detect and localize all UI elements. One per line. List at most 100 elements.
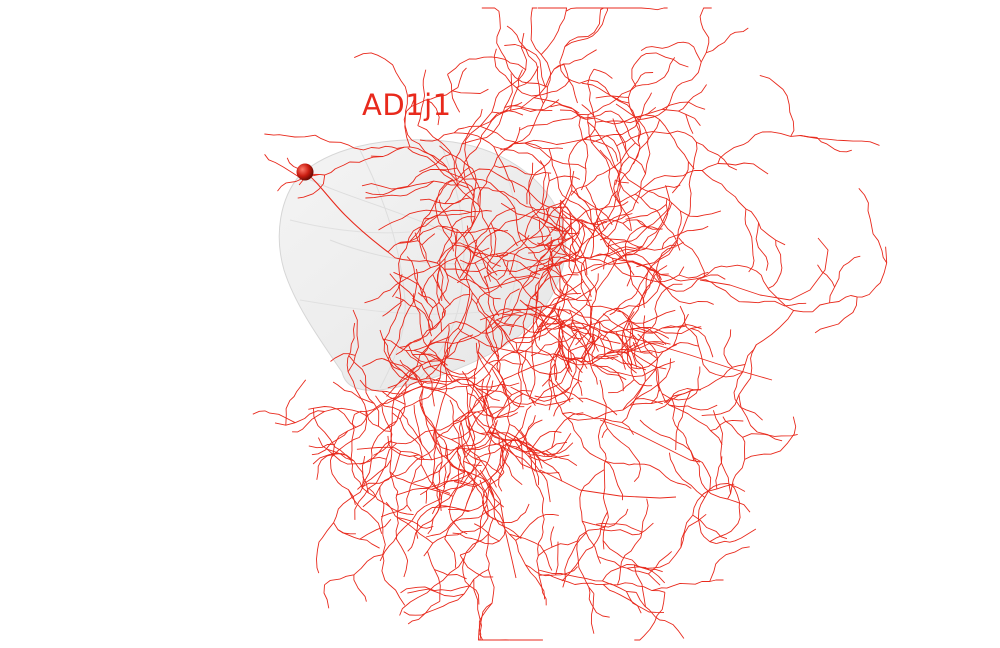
neurite-branch [565,7,617,12]
neurite-branch [706,27,749,54]
neurite-branch [439,169,579,295]
neurite-branch [447,453,510,512]
neurite-branch [632,342,699,370]
neurite-branch [599,198,669,256]
neurite-branch [413,386,471,484]
neurite-branch [625,226,660,276]
neurite-branch [612,357,647,371]
neurite-branch [463,101,523,178]
neurite-branch [665,287,714,305]
neurite-branch [400,585,470,594]
neurite-branch [405,350,435,407]
neurite-branch [586,303,642,353]
neurite-branch [498,440,513,492]
neurite-branch [510,69,523,111]
neurite-branch [625,591,665,614]
neurite-branch [450,471,465,480]
neurite-branch [444,503,500,539]
neurite-branch [459,199,566,279]
neurite-branch [264,154,302,180]
neurite-branch [607,179,617,220]
neurite-branch [553,344,584,403]
neuron-label: AD1j1 [362,88,452,122]
neurite-branch [685,114,694,134]
neurite-branch [518,439,570,458]
neurite-branch [601,428,608,438]
neurite-branch [475,247,490,256]
neurite-branch [615,129,646,174]
neurite-branch [602,237,684,251]
neurite-branch [547,211,592,301]
neurite-branch [522,237,552,289]
neurite-branch [678,84,707,112]
neurite-branch [817,264,836,288]
neurite-branch [615,331,667,370]
neurite-branch [635,592,685,639]
neurite-branch [477,351,507,394]
neurite-branch [515,513,559,541]
neurite-branch [440,505,471,512]
neurite-branch [550,228,580,235]
neurite-branch [545,209,588,276]
neurite-branch [476,275,540,305]
neurite-branch [693,457,717,545]
neurite-branch [551,412,584,449]
neurite-branch [365,180,434,199]
neurite-branch [497,260,509,281]
neurite-branch [330,353,356,362]
neurite-branch [624,247,641,256]
neurite-branch [332,381,375,404]
neurite-branch [417,125,459,187]
neurite-branch [434,179,454,252]
neurite-branch [675,390,692,451]
neurite-branch [330,436,356,506]
neurite-branch [387,293,415,360]
neurite-branch [413,349,500,402]
neurite-branch [417,69,427,126]
neurite-branch [455,108,483,227]
neurite-branch [519,57,676,131]
neurite-branch [415,305,477,375]
neurite-branch [430,460,482,491]
neurite-branch [669,404,718,411]
neurite-branch [528,239,554,270]
neurite-branch [516,66,539,88]
neurite-branch [633,462,641,483]
neurite-branch [628,72,654,142]
neurite-branch [596,215,623,258]
neurite-branch [678,237,705,278]
neurite-branch [500,202,551,234]
neurite-branch [471,298,513,396]
neurite-branch [631,325,687,334]
neurite-branch [347,489,383,534]
neurite-branch [379,486,406,606]
neurite-branch [503,440,568,454]
neurite-branch [285,379,307,426]
neurite-branch [316,453,347,480]
neurite-branch [557,353,588,369]
neurite-branch [581,281,662,363]
neurite-branch [501,522,546,600]
neurite-branch [297,174,326,199]
neurite-branch [744,208,755,273]
neurite-branch [496,306,561,334]
neurite-branch [435,429,465,471]
neurite-branch [755,222,769,271]
neurite-branch [640,184,681,199]
neurite-branch [347,309,359,373]
neurite-branch [457,67,467,88]
neurite-branch [437,266,441,289]
neurite-branch [512,79,571,97]
neurite-branch [524,142,587,170]
neurite-branch [529,430,562,452]
neurite-branch [391,412,451,494]
neurite-branch [506,25,544,104]
neurite-branch [528,199,577,400]
neurite-branch [579,79,641,212]
neurite-branch [602,313,639,342]
neurite-branch [395,491,409,578]
neurite-branch [661,366,701,401]
neurite-branch [632,341,646,382]
neurite-branch [590,245,643,258]
